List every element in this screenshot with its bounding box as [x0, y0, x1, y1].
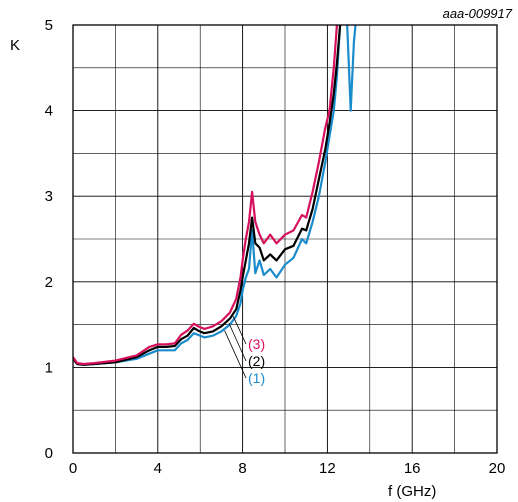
y-tick-label: 4 — [45, 103, 53, 120]
grid — [73, 25, 497, 453]
series-label-2: (2) — [248, 353, 265, 369]
x-tick-label: 0 — [69, 460, 77, 477]
series-line-2 — [73, 25, 342, 366]
y-tick-label: 2 — [45, 274, 53, 291]
series-label-1: (1) — [248, 370, 265, 386]
leader-line — [224, 330, 247, 379]
y-axis-label: K — [10, 37, 20, 54]
x-axis-label: f (GHz) — [388, 483, 436, 500]
y-tick-label: 0 — [45, 445, 53, 462]
x-tick-label: 8 — [238, 460, 246, 477]
series-label-3: (3) — [248, 336, 265, 352]
x-tick-label: 20 — [489, 460, 506, 477]
series-line-1 — [73, 25, 357, 366]
plot-frame — [72, 24, 498, 454]
series-lines — [73, 25, 357, 366]
annotation-leaders — [224, 315, 247, 379]
x-tick-label: 4 — [154, 460, 162, 477]
x-tick-label: 12 — [319, 460, 336, 477]
y-tick-label: 3 — [45, 188, 53, 205]
series-annotations: (1)(2)(3) — [248, 336, 265, 386]
y-tick-label: 1 — [45, 359, 53, 376]
series-line-3 — [73, 25, 339, 366]
leader-line — [228, 322, 247, 362]
leader-line — [232, 315, 247, 345]
y-tick-label: 5 — [45, 17, 53, 34]
x-tick-label: 16 — [404, 460, 421, 477]
figure-reference: aaa-009917 — [443, 6, 513, 21]
